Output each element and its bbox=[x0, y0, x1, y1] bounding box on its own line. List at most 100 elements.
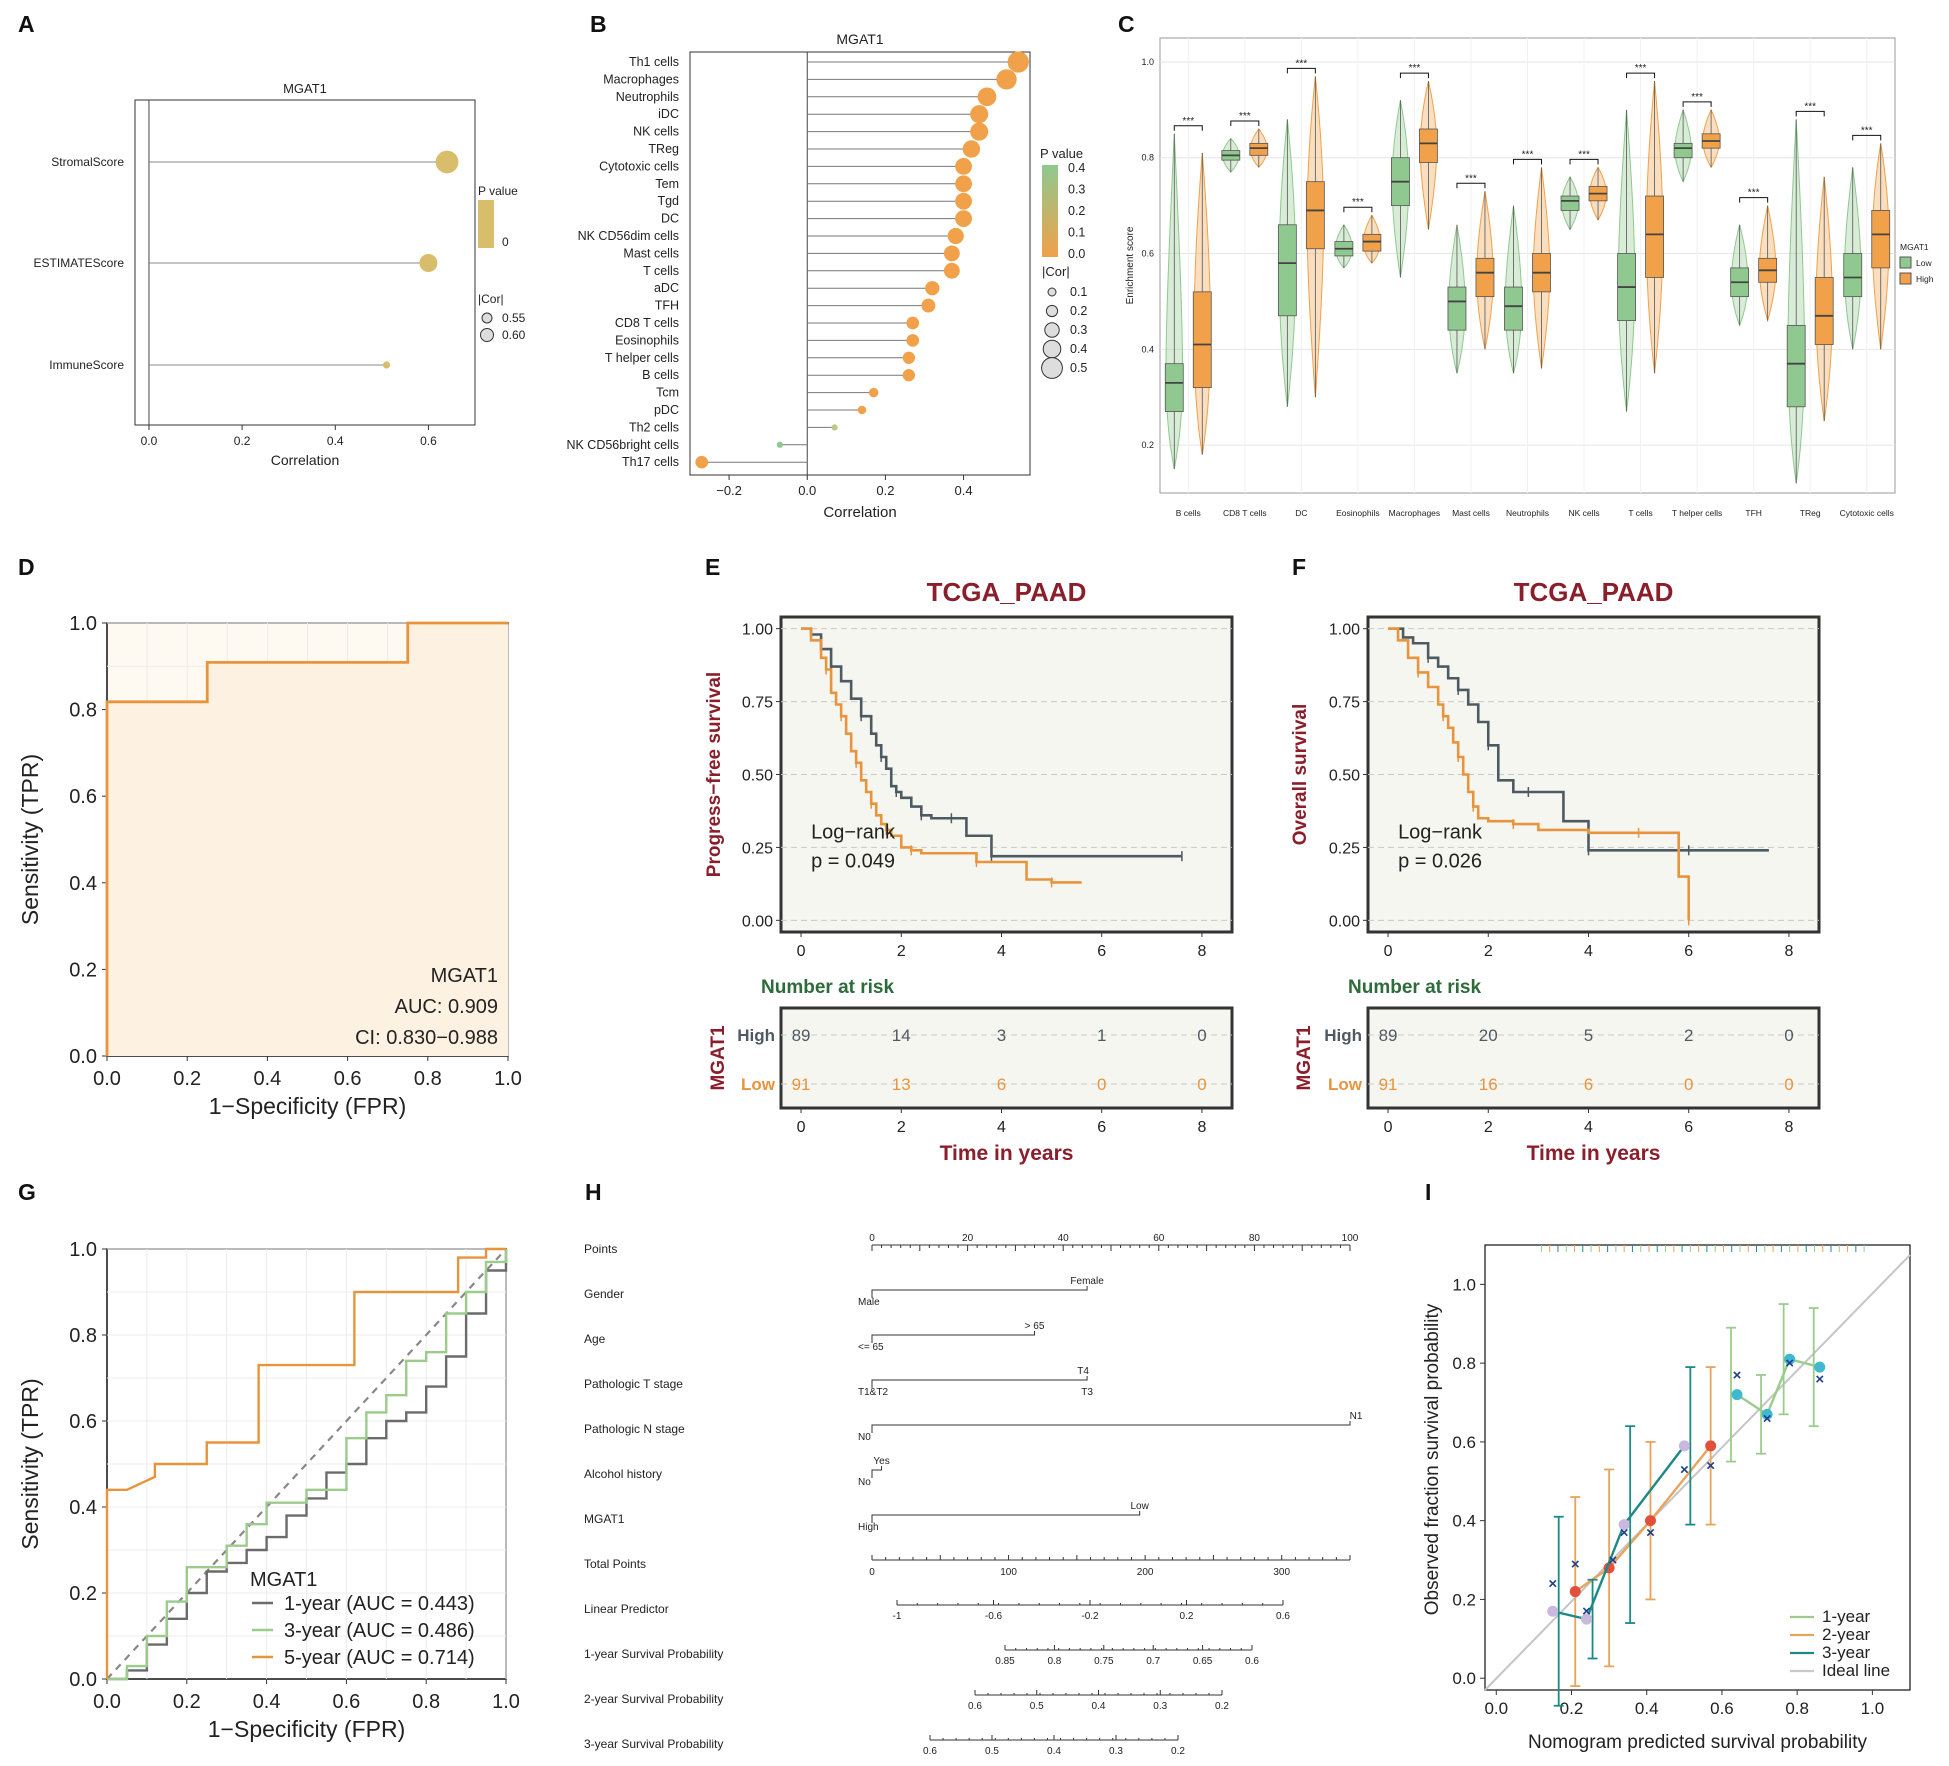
roc-curve-2 bbox=[107, 1249, 508, 1681]
risk-count: 0 bbox=[1197, 1075, 1206, 1094]
tick-label: 200 bbox=[1137, 1567, 1154, 1578]
x-tick-label: 4 bbox=[1584, 943, 1593, 960]
category-label: CD8 T cells bbox=[615, 316, 679, 330]
auc-annotation: MGAT1 bbox=[431, 965, 498, 987]
significance-bracket bbox=[1513, 158, 1542, 165]
significance-label: *** bbox=[1239, 111, 1251, 122]
data-point bbox=[902, 351, 916, 364]
y-tick-label: 0.25 bbox=[742, 840, 773, 857]
risk-count: 16 bbox=[1479, 1075, 1498, 1094]
tick-label: 40 bbox=[1058, 1233, 1070, 1244]
data-point bbox=[955, 158, 972, 175]
tick-label: 0.65 bbox=[1193, 1656, 1213, 1667]
significance-bracket bbox=[1852, 134, 1882, 141]
predictor-axis bbox=[871, 1331, 1036, 1343]
significance-label: *** bbox=[1804, 101, 1816, 112]
y-tick-label: 0.00 bbox=[742, 913, 773, 930]
level-label: Male bbox=[858, 1297, 880, 1308]
data-point bbox=[776, 441, 784, 448]
x-tick-label: 0.2 bbox=[173, 1691, 201, 1713]
data-point bbox=[1007, 51, 1029, 73]
y-tick-label: 0.75 bbox=[1329, 695, 1360, 712]
x-tick-label: 8 bbox=[1784, 943, 1793, 960]
x-tick-label: 0.6 bbox=[1710, 1699, 1734, 1718]
tick-label: 0.85 bbox=[995, 1656, 1015, 1667]
tick-label: 80 bbox=[1249, 1233, 1261, 1244]
significance-label: *** bbox=[1296, 58, 1308, 69]
risk-count: 3 bbox=[997, 1026, 1006, 1045]
risk-table-title: Number at risk bbox=[761, 977, 894, 998]
y-axis-label: Enrichment score bbox=[1125, 226, 1136, 304]
size-legend-circle bbox=[1045, 304, 1059, 318]
y-tick-label: 0.2 bbox=[1452, 1590, 1476, 1609]
tick-label: -0.2 bbox=[1081, 1611, 1099, 1622]
data-point bbox=[921, 298, 936, 313]
risk-count: 89 bbox=[792, 1026, 811, 1045]
risk-row-label: Low bbox=[1328, 1075, 1363, 1094]
category-label: Tgd bbox=[657, 194, 679, 208]
legend-item: 0.55 bbox=[502, 311, 526, 325]
box bbox=[1560, 195, 1580, 211]
level-label: T3 bbox=[1081, 1387, 1093, 1398]
category-label: T helper cells bbox=[1672, 508, 1722, 518]
size-legend-circle bbox=[1042, 339, 1062, 359]
significance-label: *** bbox=[1522, 149, 1534, 160]
data-point bbox=[868, 387, 879, 398]
category-label: Th1 cells bbox=[629, 55, 679, 69]
data-point bbox=[970, 122, 989, 141]
calibration-point bbox=[1814, 1361, 1826, 1373]
legend-tick: 0.3 bbox=[1068, 183, 1085, 197]
x-tick-label: 0 bbox=[797, 943, 806, 960]
box bbox=[1277, 224, 1297, 317]
significance-bracket bbox=[1286, 67, 1316, 74]
significance-label: *** bbox=[1861, 125, 1873, 136]
size-legend-circle bbox=[481, 312, 493, 324]
category-label: NK CD56bright cells bbox=[566, 438, 679, 452]
x-axis-label: Time in years bbox=[940, 1142, 1074, 1165]
category-label: T cells bbox=[1628, 508, 1652, 518]
x-tick-label: 6 bbox=[1097, 943, 1106, 960]
legend-item: High bbox=[1916, 274, 1934, 284]
category-label: TReg bbox=[648, 142, 679, 156]
panel-i: 0.0 0.0 0.2 0.2 0.4 0.4 0.6 0.6 0.8 0.8 1.0 1.0 Nomo… bbox=[1422, 1244, 1911, 1753]
y-tick-label: 0.4 bbox=[1452, 1512, 1476, 1531]
legend-tick: 0.0 bbox=[1068, 247, 1085, 261]
panel-e: TCGA_PAAD 0.00 0.25 0.50 0.75 1.00 0 2 4 6 8 Progre… bbox=[704, 577, 1234, 1165]
plot-frame bbox=[689, 51, 1031, 476]
box bbox=[1164, 363, 1184, 412]
auc-area bbox=[107, 623, 508, 1056]
nomogram-row-label: Pathologic N stage bbox=[584, 1422, 685, 1436]
tick-label: 100 bbox=[1000, 1567, 1017, 1578]
category-label: NK CD56dim cells bbox=[578, 229, 679, 243]
box bbox=[1871, 210, 1891, 269]
calibration-point bbox=[1581, 1613, 1593, 1625]
tick-label: 100 bbox=[1342, 1233, 1359, 1244]
x-tick-label: 6 bbox=[1684, 1119, 1693, 1136]
y-tick-label: 0.0 bbox=[1452, 1669, 1476, 1688]
category-label: StromalScore bbox=[51, 155, 124, 169]
calibration-point bbox=[1761, 1408, 1773, 1420]
x-axis-label: Correlation bbox=[271, 452, 339, 468]
box bbox=[1673, 142, 1693, 159]
x-tick-label: 8 bbox=[1784, 1119, 1793, 1136]
data-point bbox=[695, 455, 709, 469]
risk-count: 14 bbox=[892, 1026, 911, 1045]
tick-label: 0 bbox=[869, 1567, 875, 1578]
box bbox=[1362, 233, 1382, 252]
survival-curve-low bbox=[1388, 627, 1691, 921]
x-tick-label: 0.0 bbox=[798, 483, 816, 498]
legend-title: P value bbox=[478, 184, 518, 198]
x-tick-label: 0 bbox=[797, 1119, 806, 1136]
x-tick-label: 0.8 bbox=[1785, 1699, 1809, 1718]
legend-title: MGAT1 bbox=[1900, 242, 1929, 252]
x-tick-label: 0 bbox=[1384, 943, 1393, 960]
risk-count: 0 bbox=[1684, 1075, 1693, 1094]
tick-label: 20 bbox=[962, 1233, 974, 1244]
logrank-annotation: Log−rank bbox=[1398, 822, 1483, 844]
bias-corrected-mark: × bbox=[1733, 1367, 1742, 1384]
risk-table-y-label: MGAT1 bbox=[708, 1025, 729, 1091]
size-legend-circle bbox=[480, 328, 494, 342]
y-tick-label: 0.6 bbox=[69, 1411, 97, 1433]
y-axis-label: Sensitivity (TPR) bbox=[17, 1378, 43, 1549]
calibration-point bbox=[1618, 1519, 1630, 1531]
